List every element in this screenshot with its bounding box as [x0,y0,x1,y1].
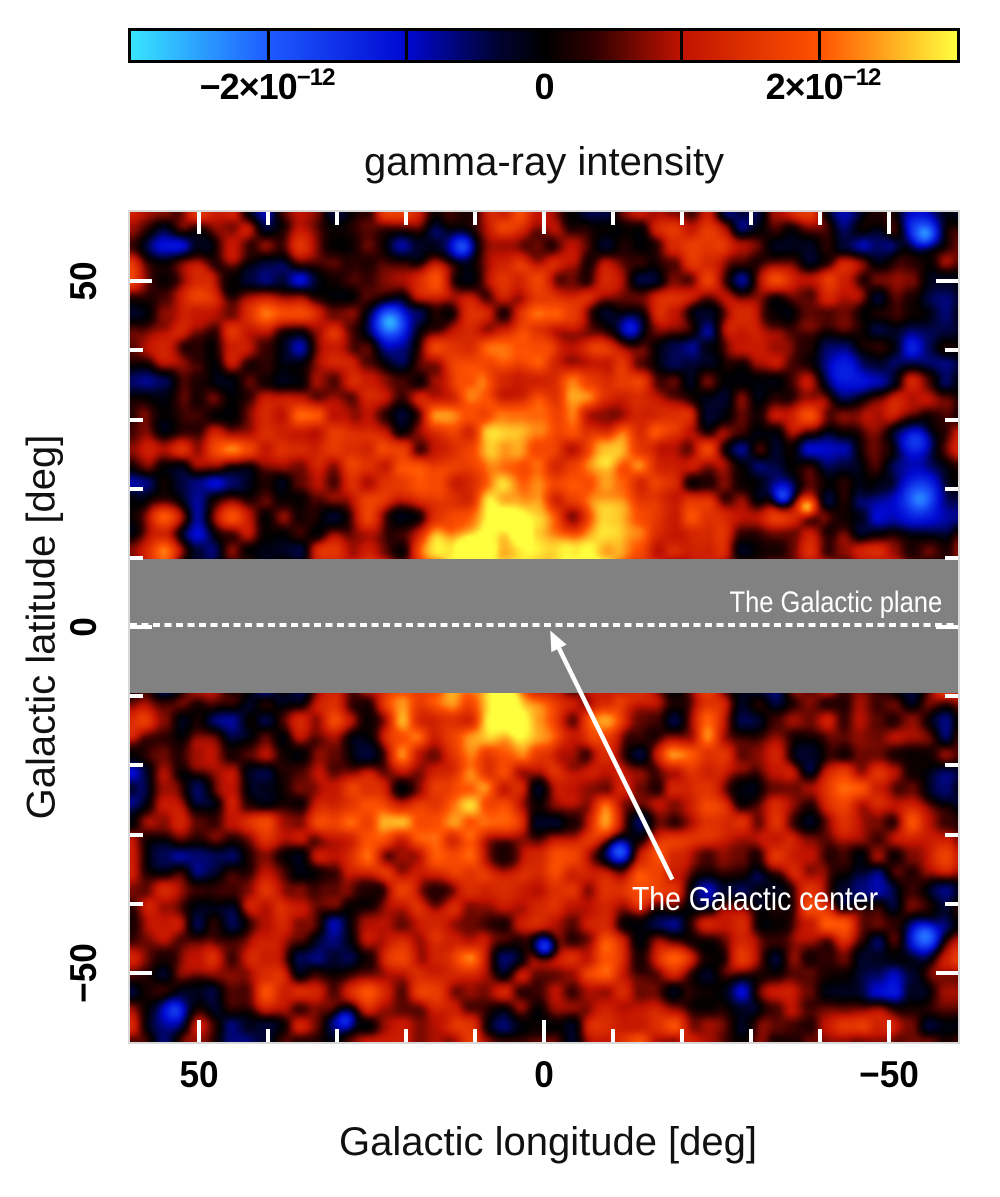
colorbar-title: gamma-ray intensity [363,140,725,184]
colorbar-tick [680,31,684,60]
colorbar-label-pos2-exp: −12 [842,64,882,91]
colorbar-tick [404,31,408,60]
colorbar-label-zero-base: 0 [534,66,554,107]
colorbar-tick [542,31,546,60]
colorbar-label-pos2-base: 2×10 [765,66,844,107]
galactic-plane-zero-line [130,623,958,627]
colorbar-label-neg2: −2×10−12 [199,64,336,108]
colorbar-label-neg2-exp: −12 [296,64,336,91]
colorbar-label-zero: 0 [534,64,554,108]
y-tick-label-neg50: −50 [63,943,104,1003]
y-tick-label-0: 0 [63,617,104,637]
colorbar-label-neg2-base: −2×10 [199,66,298,107]
x-tick-label-0: 0 [534,1054,554,1095]
colorbar [128,28,960,63]
colorbar-tick [267,31,271,60]
x-tick-label-50: 50 [179,1054,219,1095]
galactic-plane-label: The Galactic plane [729,586,942,619]
colorbar-tick [817,31,821,60]
x-axis-title: Galactic longitude [deg] [338,1120,758,1164]
y-axis-title: Galactic latitude [deg] [19,434,64,820]
y-tick-label-50: 50 [63,261,104,301]
galactic-center-label: The Galactic center [631,880,879,917]
heatmap-plot: The Galactic plane The Galactic center [128,210,960,1044]
x-tick-label-neg50: −50 [859,1054,919,1095]
colorbar-label-pos2: 2×10−12 [765,64,882,108]
